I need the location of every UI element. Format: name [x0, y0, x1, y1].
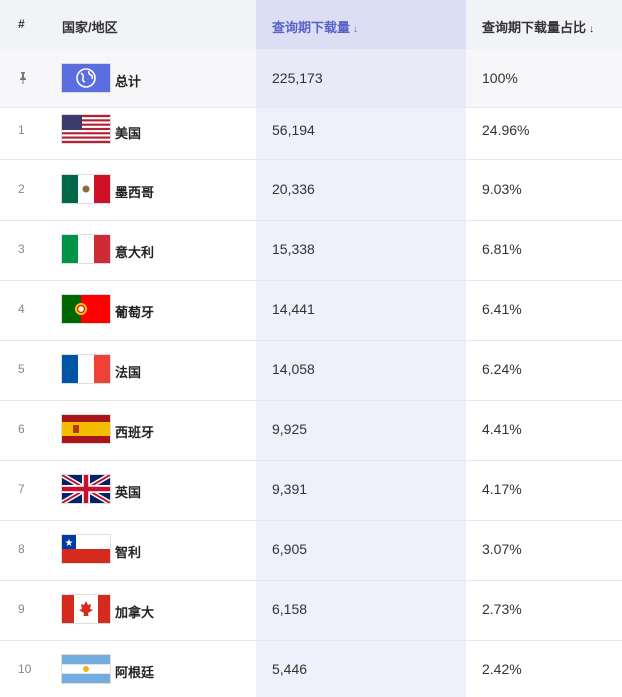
rank-cell: 9	[18, 602, 25, 616]
share-cell: 2.42%	[482, 661, 522, 677]
downloads-cell: 6,158	[272, 601, 308, 617]
pt-flag-icon	[62, 295, 110, 323]
table-row[interactable]: 9 加拿大 6,158 2.73%	[0, 580, 622, 641]
country-name: 英国	[115, 485, 142, 500]
table-row[interactable]: 1 美国 56,194 24.96%	[0, 107, 622, 160]
rank-header: #	[18, 17, 25, 31]
downloads-cell: 9,391	[272, 481, 308, 497]
total-downloads: 225,173	[272, 70, 323, 86]
country-name: 墨西哥	[115, 185, 155, 200]
ca-flag-icon	[62, 595, 110, 623]
total-label: 总计	[115, 74, 142, 89]
table-row[interactable]: 7 英国 9,391 4.17%	[0, 460, 622, 521]
table-row[interactable]: 5 法国 14,058 6.24%	[0, 340, 622, 401]
country-name: 法国	[115, 365, 142, 380]
country-name: 意大利	[115, 245, 155, 260]
share-cell: 6.41%	[482, 301, 522, 317]
mx-flag-icon	[62, 175, 110, 203]
pin-icon	[18, 72, 28, 87]
table-row[interactable]: 2 墨西哥 20,336 9.03%	[0, 160, 622, 221]
es-flag-icon	[62, 415, 110, 443]
sort-down-icon: ↓	[589, 24, 595, 35]
rank-cell: 4	[18, 302, 25, 316]
rank-cell: 5	[18, 362, 25, 376]
share-cell: 2.73%	[482, 601, 522, 617]
downloads-cell: 9,925	[272, 421, 308, 437]
table-row[interactable]: 6 西班牙 9,925 4.41%	[0, 400, 622, 461]
ar-flag-icon	[62, 655, 110, 683]
country-name: 葡萄牙	[115, 305, 155, 320]
share-header[interactable]: 查询期下载量占比 ↓	[482, 17, 594, 36]
rank-cell: 8	[18, 542, 25, 556]
it-flag-icon	[62, 235, 110, 263]
table-row[interactable]: 10 阿根廷 5,446 2.42%	[0, 640, 622, 697]
sort-down-icon: ↓	[353, 24, 359, 35]
country-name: 智利	[115, 545, 142, 560]
svg-text:★: ★	[65, 538, 74, 549]
rank-cell: 10	[18, 662, 32, 676]
total-row: 总计 225,173 100%	[0, 49, 622, 108]
country-name: 加拿大	[115, 605, 155, 620]
globe-icon	[62, 64, 110, 92]
country-name: 美国	[115, 126, 142, 141]
rank-cell: 2	[18, 182, 25, 196]
downloads-cell: 5,446	[272, 661, 308, 677]
fr-flag-icon	[62, 355, 110, 383]
downloads-cell: 56,194	[272, 122, 315, 138]
downloads-cell: 14,441	[272, 301, 315, 317]
share-cell: 24.96%	[482, 122, 530, 138]
rank-cell: 1	[18, 123, 25, 137]
share-cell: 9.03%	[482, 181, 522, 197]
country-name: 西班牙	[115, 425, 155, 440]
gb-flag-icon	[62, 475, 110, 503]
share-cell: 6.24%	[482, 361, 522, 377]
country-name: 阿根廷	[115, 665, 155, 680]
country-header[interactable]: 国家/地区	[62, 20, 118, 35]
share-cell: 3.07%	[482, 541, 522, 557]
table-row[interactable]: 4 葡萄牙 14,441 6.41%	[0, 280, 622, 341]
downloads-cell: 14,058	[272, 361, 315, 377]
downloads-cell: 15,338	[272, 241, 315, 257]
share-header-label: 查询期下载量占比	[482, 20, 587, 35]
downloads-header-label: 查询期下载量	[272, 20, 351, 35]
table-header: # 国家/地区 查询期下载量 ↓ 查询期下载量占比 ↓	[0, 0, 622, 49]
share-cell: 4.17%	[482, 481, 522, 497]
table-row[interactable]: 8 ★ 智利 6,905 3.07%	[0, 520, 622, 581]
downloads-header[interactable]: 查询期下载量 ↓	[256, 0, 466, 49]
share-cell: 4.41%	[482, 421, 522, 437]
downloads-cell: 6,905	[272, 541, 308, 557]
cl-flag-icon: ★	[62, 535, 110, 563]
rank-cell: 6	[18, 422, 25, 436]
table-row[interactable]: 3 意大利 15,338 6.81%	[0, 220, 622, 281]
share-cell: 6.81%	[482, 241, 522, 257]
rank-cell: 3	[18, 242, 25, 256]
us-flag-icon	[62, 115, 110, 143]
total-share: 100%	[482, 70, 518, 86]
rank-cell: 7	[18, 482, 25, 496]
downloads-cell: 20,336	[272, 181, 315, 197]
